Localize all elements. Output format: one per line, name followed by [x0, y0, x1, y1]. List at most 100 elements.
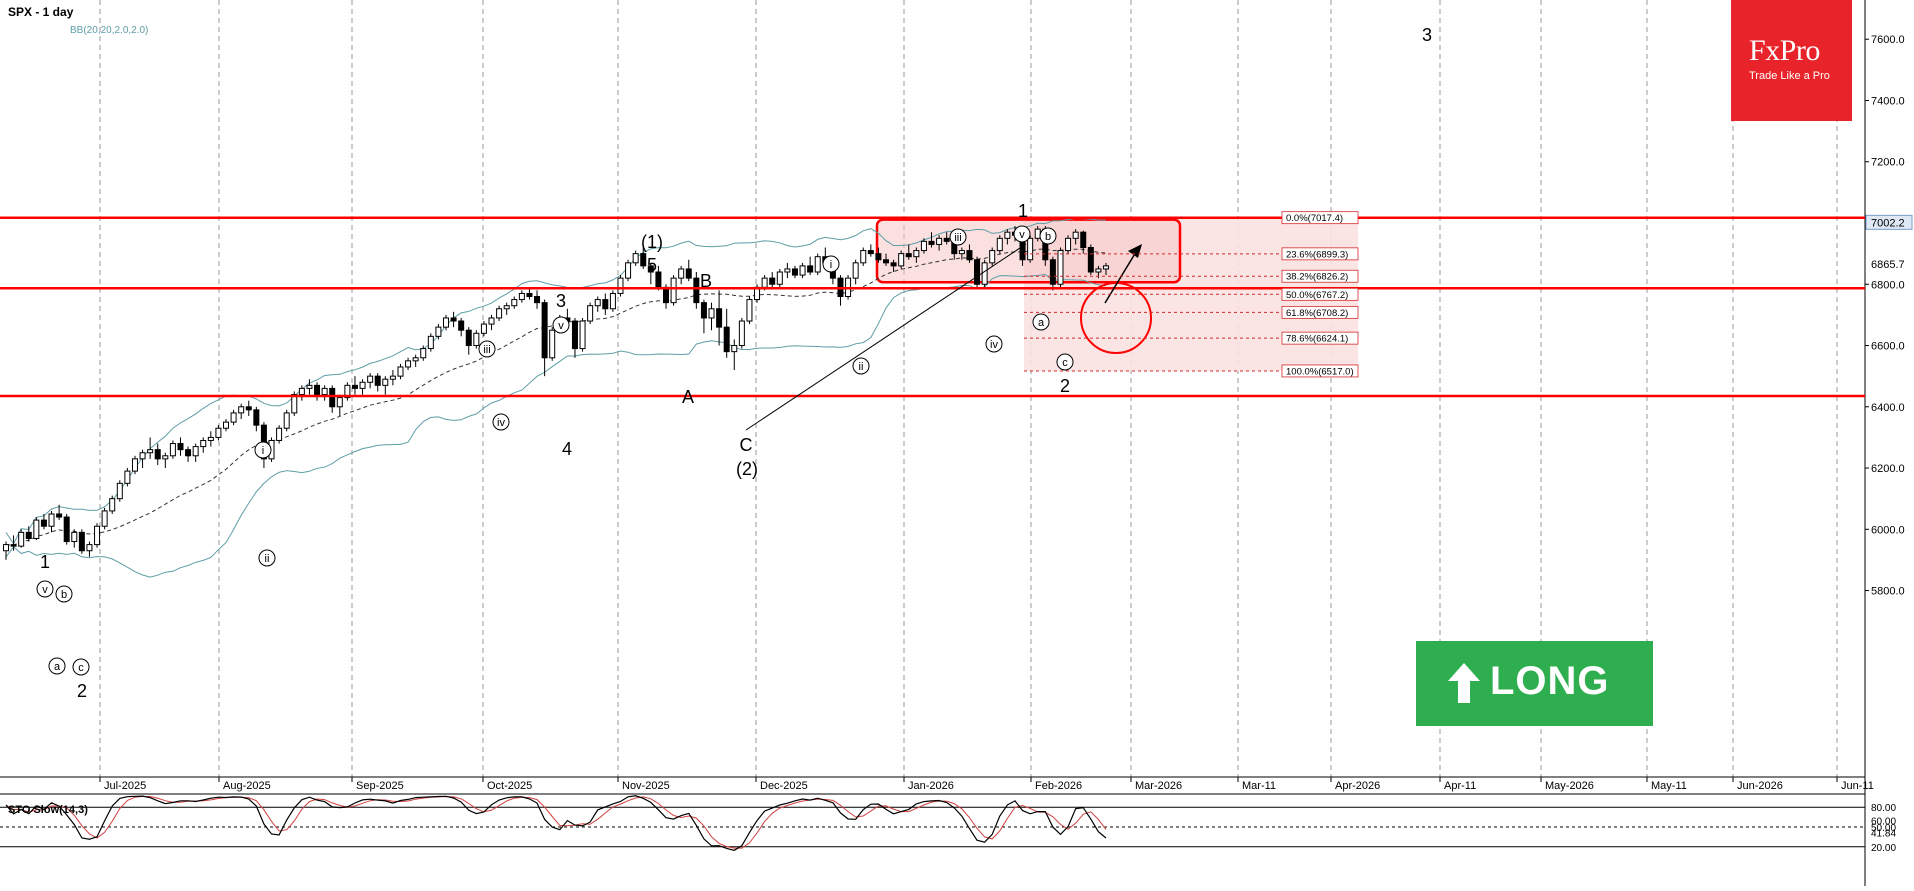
fibonacci-label-box	[1281, 287, 1359, 301]
projection-arrowhead	[1128, 244, 1142, 258]
stoch-k-line	[5, 795, 1107, 851]
trendline	[745, 243, 1027, 431]
candle-body	[1103, 265, 1109, 270]
candle-body	[799, 265, 806, 276]
wave-circle-label: iii	[954, 232, 961, 244]
candle-body	[1034, 228, 1041, 239]
wave-circle-label: v	[1019, 229, 1025, 241]
candle-body	[534, 296, 541, 304]
price-tick-label: 6400.0	[1871, 402, 1905, 414]
candle-body	[33, 519, 40, 539]
date-tick-label: Sep-2025	[356, 780, 404, 792]
candle-body	[63, 516, 70, 543]
wave-circle-marker	[1013, 225, 1031, 243]
candle-body	[147, 449, 154, 454]
date-tick-label: Aug-2025	[223, 780, 271, 792]
stoch-tick-label: 60.00	[1871, 816, 1896, 827]
candle-body	[283, 412, 290, 429]
candle-body	[389, 375, 396, 380]
candle-body	[238, 406, 245, 414]
candle-body	[480, 323, 487, 334]
wave-circle-label: c	[1062, 357, 1068, 369]
candle-body	[329, 387, 336, 408]
candle-body	[405, 360, 412, 368]
candle-body	[966, 250, 973, 261]
candle-body	[1095, 268, 1102, 273]
date-tick-label: May-2026	[1545, 780, 1594, 792]
date-tick-label: Jul-2025	[104, 780, 146, 792]
candle-body	[116, 482, 123, 500]
wave-circle-label: c	[78, 662, 84, 674]
wave-circle-marker	[254, 441, 272, 459]
current-price-box	[1865, 214, 1913, 230]
date-tick-label: May-11	[1651, 780, 1687, 792]
candle-body	[321, 387, 328, 396]
highlight-circle	[1080, 282, 1152, 354]
wave-circle-label: i	[262, 445, 264, 457]
candle-body	[314, 384, 321, 396]
stoch-tick-label: 80.00	[1871, 803, 1896, 814]
date-tick-label: Jun-2026	[1737, 780, 1783, 792]
candle-body	[458, 320, 465, 331]
candle-body	[336, 397, 343, 408]
date-tick-label: Mar-2026	[1135, 780, 1182, 792]
wave-circle-marker	[492, 413, 510, 431]
price-tick-label: 6800.0	[1871, 279, 1905, 291]
fibonacci-label: 0.0%(7017.4)	[1286, 213, 1343, 224]
candle-body	[943, 237, 950, 242]
candle-body	[625, 262, 632, 279]
wave-circle-marker	[949, 228, 967, 246]
wave-circle-label: i	[830, 259, 832, 271]
long-signal-badge: LONG	[1416, 641, 1653, 726]
candle-body	[883, 259, 889, 264]
candle-body	[769, 277, 776, 285]
candle-body	[784, 268, 791, 273]
candle-body	[496, 308, 503, 319]
candle-body	[936, 237, 943, 245]
wave-circle-label: v	[558, 320, 564, 332]
candle-body	[594, 299, 601, 307]
up-arrow-icon	[1448, 663, 1480, 703]
candle-body	[587, 305, 594, 322]
price-tick-label: 6000.0	[1871, 524, 1905, 536]
candle-body	[351, 384, 358, 389]
candle-body	[791, 268, 798, 276]
stoch-tick-label: 41.84	[1871, 828, 1896, 839]
date-tick-label: Jun-11	[1841, 780, 1874, 792]
wave-circle-marker	[1056, 353, 1074, 371]
wave-circle-label: b	[1045, 231, 1051, 243]
candle-body	[443, 317, 449, 328]
logo-tagline: Trade Like a Pro	[1749, 70, 1830, 82]
price-axis: 7600.0 7400.0 7200.0 6800.0 6600.0 6400.0 6200…	[1865, 34, 1913, 598]
candle-body	[154, 449, 161, 460]
date-axis: Jul-2025 Aug-2025 Sep-2025 Oct-2025 Nov-2025…	[99, 777, 1874, 792]
candle-body	[139, 452, 146, 460]
candle-body	[78, 531, 85, 552]
wave-circle-marker	[1032, 313, 1050, 331]
fxpro-logo: FxPro Trade Like a Pro	[1731, 0, 1852, 121]
candle-body	[109, 498, 116, 512]
fibonacci-label-box	[1281, 305, 1359, 319]
candle-body	[898, 253, 905, 267]
wave-circle-marker	[36, 580, 54, 598]
wave-label: B	[700, 271, 712, 291]
candle-body	[344, 384, 351, 399]
candle-body	[814, 256, 821, 273]
candle-body	[253, 409, 260, 426]
candle-body	[746, 299, 753, 322]
candle-body	[693, 277, 700, 304]
candle-body	[1004, 231, 1011, 239]
candle-body	[94, 525, 101, 546]
candle-body	[609, 292, 616, 310]
wave-circle-label: a	[54, 661, 61, 673]
wave-circle-marker	[55, 585, 73, 603]
wave-label: 5	[647, 255, 657, 275]
fibonacci-label-box	[1281, 364, 1359, 378]
candle-body	[776, 271, 783, 285]
candle-body	[632, 253, 639, 264]
candle-body	[1049, 259, 1056, 285]
candles	[3, 226, 1109, 560]
fibonacci-label-box	[1281, 331, 1359, 345]
wave-label: 3	[1422, 25, 1432, 45]
